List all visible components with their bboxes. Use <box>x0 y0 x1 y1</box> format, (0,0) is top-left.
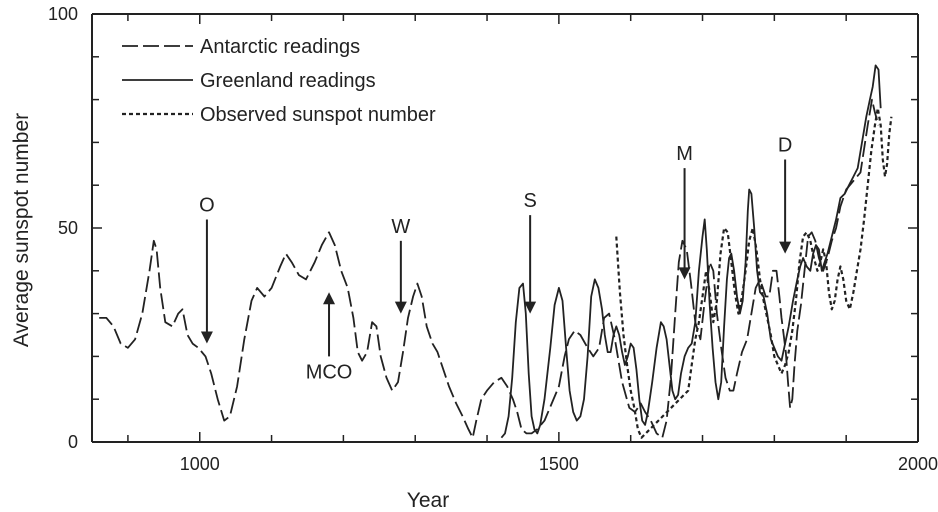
annotation-label: O <box>199 194 215 216</box>
y-axis-title: Average sunspot number <box>10 113 33 347</box>
x-axis-title: Year <box>407 489 449 512</box>
y-tick-label: 50 <box>58 218 78 238</box>
x-tick-label: 2000 <box>898 454 938 474</box>
x-tick-label: 1500 <box>539 454 579 474</box>
annotation-arrowhead <box>779 241 792 254</box>
annotation-arrowhead <box>200 331 213 344</box>
legend-label: Observed sunspot number <box>200 104 436 126</box>
annotation-label: W <box>391 216 410 238</box>
annotation-label: M <box>676 143 693 165</box>
plot-frame: 0 50 100 1000 1500 2000 <box>48 4 938 474</box>
y-tick-label: 100 <box>48 4 78 24</box>
annotation-arrowhead <box>323 292 336 305</box>
legend: Antarctic readings Greenland readings Obse… <box>122 36 436 126</box>
series-line-2 <box>500 64 882 439</box>
legend-label: Greenland readings <box>200 70 376 92</box>
annotation-layer: O MCO W S M D <box>199 135 792 384</box>
series-line-1 <box>99 98 880 439</box>
series-line-3 <box>615 107 893 439</box>
series-layer <box>99 64 893 439</box>
annotation-label: D <box>778 135 792 157</box>
annotation-label: MCO <box>306 361 353 383</box>
annotation-label: S <box>523 190 536 212</box>
y-tick-label: 0 <box>68 432 78 452</box>
annotation-arrowhead <box>394 301 407 314</box>
annotation-arrowhead <box>678 267 691 280</box>
legend-label: Antarctic readings <box>200 36 360 58</box>
x-tick-label: 1000 <box>180 454 220 474</box>
annotation-arrowhead <box>524 301 537 314</box>
